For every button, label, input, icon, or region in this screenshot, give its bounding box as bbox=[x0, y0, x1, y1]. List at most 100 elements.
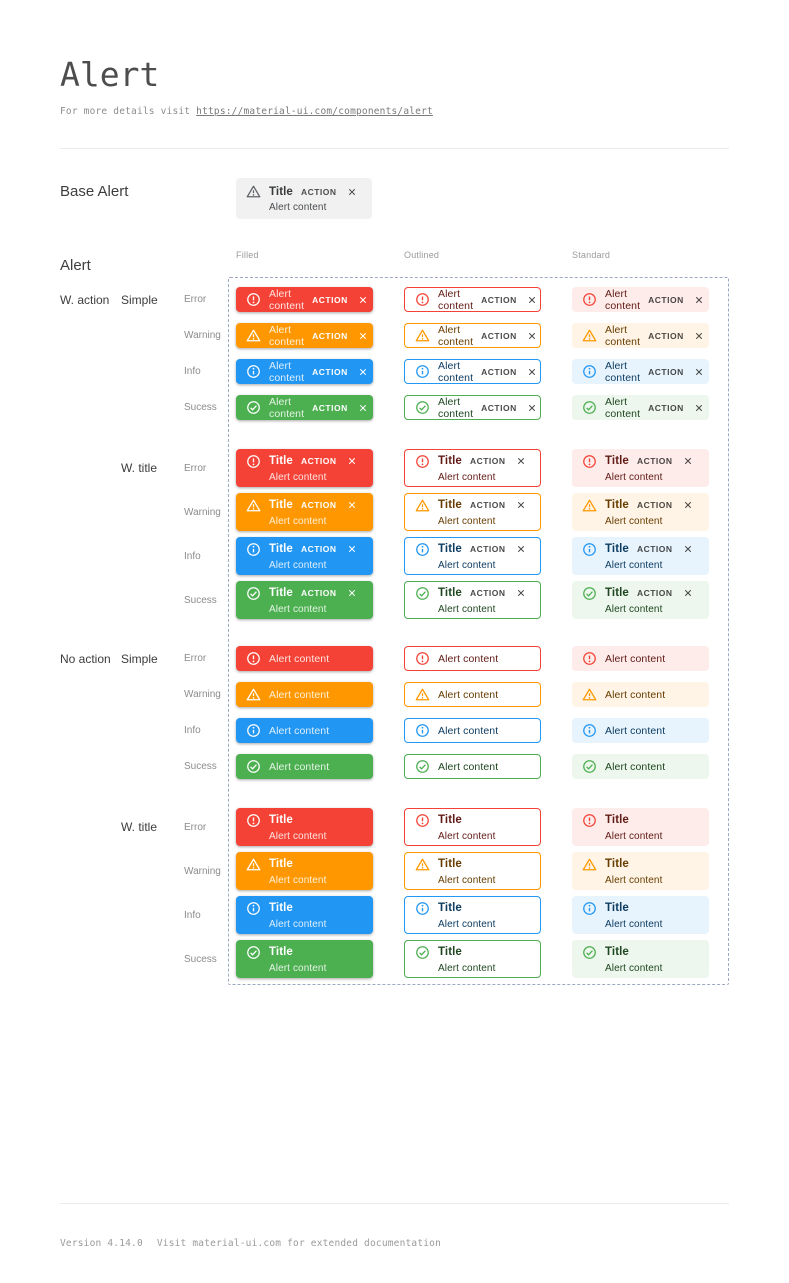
close-icon[interactable] bbox=[682, 587, 694, 599]
close-icon[interactable] bbox=[526, 366, 538, 378]
action-button[interactable]: ACTION bbox=[312, 402, 348, 413]
warning-icon bbox=[415, 688, 430, 701]
close-button[interactable] bbox=[526, 366, 540, 378]
alert-standard-sucess: Title ACTION Alert content bbox=[572, 581, 709, 619]
action-button[interactable]: ACTION bbox=[636, 544, 673, 554]
subgroup-label: Simple bbox=[121, 292, 158, 307]
matrix-row-no-action-w-title-info: Info Title Alert content Title Alert content… bbox=[60, 896, 709, 934]
close-icon[interactable] bbox=[526, 402, 538, 414]
close-button[interactable] bbox=[346, 455, 366, 467]
success-icon bbox=[416, 401, 429, 414]
docs-link[interactable]: https://material-ui.com/components/alert bbox=[196, 106, 433, 117]
alert-cell: Alert content bbox=[404, 754, 541, 779]
action-button[interactable]: ACTION bbox=[636, 588, 673, 598]
close-button[interactable] bbox=[682, 499, 702, 511]
action-button[interactable]: ACTION bbox=[469, 588, 506, 598]
action-button[interactable]: ACTION bbox=[312, 330, 348, 341]
close-button[interactable] bbox=[693, 402, 709, 414]
warning-icon bbox=[246, 499, 261, 511]
alert-top-line: Title bbox=[582, 857, 699, 872]
close-button[interactable] bbox=[346, 499, 366, 511]
action-button[interactable]: ACTION bbox=[300, 544, 337, 554]
action-button[interactable]: ACTION bbox=[312, 366, 348, 377]
matrix-row-w-action-simple-error: W. action Simple Error Alert content ACTION A… bbox=[60, 287, 709, 312]
footer-note: Visit material-ui.com for extended docum… bbox=[156, 1238, 442, 1249]
close-button[interactable] bbox=[357, 330, 373, 342]
close-button[interactable] bbox=[682, 455, 702, 467]
close-button[interactable] bbox=[515, 543, 535, 555]
alert-outlined-info: Alert content ACTION bbox=[404, 359, 541, 384]
close-button[interactable] bbox=[526, 402, 540, 414]
close-icon[interactable] bbox=[693, 294, 705, 306]
close-button[interactable] bbox=[693, 366, 709, 378]
action-button[interactable]: ACTION bbox=[636, 456, 673, 466]
close-icon[interactable] bbox=[515, 455, 527, 467]
close-button[interactable] bbox=[357, 366, 373, 378]
close-button[interactable] bbox=[357, 402, 373, 414]
close-icon[interactable] bbox=[693, 402, 705, 414]
action-button[interactable]: ACTION bbox=[300, 456, 337, 466]
close-icon[interactable] bbox=[682, 455, 694, 467]
alert-standard-warning: Title ACTION Alert content bbox=[572, 493, 709, 531]
close-button[interactable] bbox=[346, 186, 366, 198]
action-button[interactable]: ACTION bbox=[469, 544, 506, 554]
close-icon[interactable] bbox=[682, 499, 694, 511]
alert-content: Alert content bbox=[605, 287, 641, 312]
severity-label: Info bbox=[184, 550, 201, 562]
close-icon[interactable] bbox=[346, 455, 358, 467]
close-button[interactable] bbox=[526, 294, 540, 306]
close-icon[interactable] bbox=[515, 499, 527, 511]
severity-label: Sucess bbox=[184, 402, 217, 413]
close-button[interactable] bbox=[357, 294, 373, 306]
close-button[interactable] bbox=[346, 543, 366, 555]
close-icon[interactable] bbox=[693, 366, 705, 378]
action-button[interactable]: ACTION bbox=[469, 456, 506, 466]
alert-cell: Alert content bbox=[236, 682, 373, 707]
alert-cell: Alert content ACTION bbox=[236, 395, 373, 420]
action-button[interactable]: ACTION bbox=[469, 500, 506, 510]
action-button[interactable]: ACTION bbox=[648, 366, 684, 377]
alert-content: Alert content bbox=[269, 874, 327, 886]
alert-standard-sucess: Title Alert content bbox=[572, 940, 709, 978]
close-icon[interactable] bbox=[515, 543, 527, 555]
action-button[interactable]: ACTION bbox=[636, 500, 673, 510]
action-button[interactable]: ACTION bbox=[648, 330, 684, 341]
close-button[interactable] bbox=[515, 587, 535, 599]
action-button[interactable]: ACTION bbox=[648, 402, 684, 413]
close-button[interactable] bbox=[515, 455, 535, 467]
close-icon[interactable] bbox=[346, 499, 358, 511]
close-button[interactable] bbox=[682, 543, 702, 555]
close-button[interactable] bbox=[526, 330, 540, 342]
action-button[interactable]: ACTION bbox=[481, 366, 517, 377]
close-button[interactable] bbox=[693, 330, 709, 342]
warning-icon bbox=[246, 185, 261, 198]
close-icon[interactable] bbox=[515, 587, 527, 599]
close-button[interactable] bbox=[346, 587, 366, 599]
close-icon[interactable] bbox=[357, 366, 369, 378]
action-button[interactable]: ACTION bbox=[648, 294, 684, 305]
close-icon[interactable] bbox=[526, 330, 538, 342]
action-button[interactable]: ACTION bbox=[481, 330, 517, 341]
close-icon[interactable] bbox=[693, 330, 705, 342]
action-button[interactable]: ACTION bbox=[481, 294, 517, 305]
close-icon[interactable] bbox=[357, 294, 369, 306]
action-button[interactable]: ACTION bbox=[300, 186, 337, 197]
alert-cell: Alert content bbox=[404, 682, 541, 707]
alert-outlined-warning: Title Alert content bbox=[404, 852, 541, 890]
alert-top-line: Title bbox=[415, 901, 530, 916]
close-icon[interactable] bbox=[346, 543, 358, 555]
close-icon[interactable] bbox=[682, 543, 694, 555]
close-button[interactable] bbox=[693, 294, 709, 306]
close-icon[interactable] bbox=[357, 402, 369, 414]
close-icon[interactable] bbox=[346, 186, 358, 198]
close-button[interactable] bbox=[682, 587, 702, 599]
action-button[interactable]: ACTION bbox=[300, 588, 337, 598]
close-icon[interactable] bbox=[346, 587, 358, 599]
close-icon[interactable] bbox=[357, 330, 369, 342]
action-button[interactable]: ACTION bbox=[300, 500, 337, 510]
close-icon[interactable] bbox=[526, 294, 538, 306]
action-button[interactable]: ACTION bbox=[481, 402, 517, 413]
close-button[interactable] bbox=[515, 499, 535, 511]
alert-cell: Title ACTION Alert content bbox=[572, 581, 709, 619]
action-button[interactable]: ACTION bbox=[312, 294, 348, 305]
